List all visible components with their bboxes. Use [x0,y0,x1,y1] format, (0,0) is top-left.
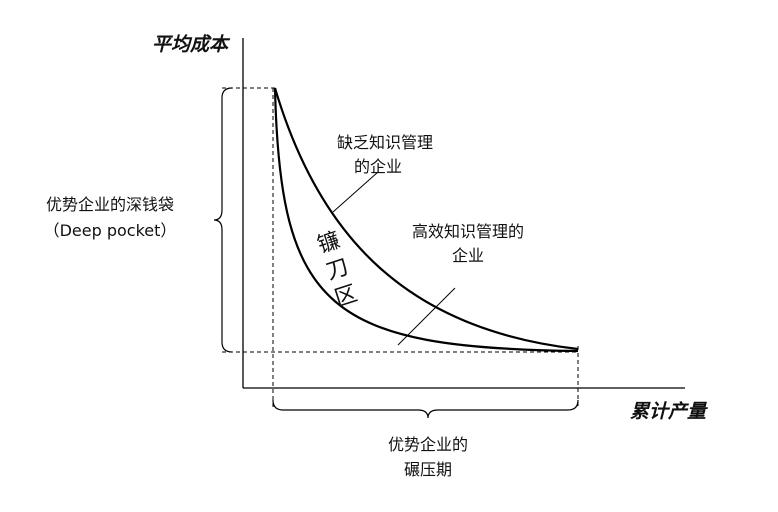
bottom-brace [272,399,579,419]
lower-label: 高效知识管理的企业 [412,222,524,265]
label-line: 企业 [452,246,484,265]
label-line: （Deep pocket） [44,221,177,240]
left-brace [213,87,233,353]
upper-label: 缺乏知识管理的企业 [337,133,433,176]
label-line: 碾压期 [404,460,452,479]
label-line: 缺乏知识管理 [337,133,433,152]
crush-period-label: 优势企业的碾压期 [388,435,468,479]
label-line: 的企业 [354,157,402,176]
lower-curve [273,87,579,353]
pointer [397,287,456,346]
label-line: 优势企业的 [388,435,468,454]
upper-curve [273,87,579,351]
y-axis-title: 平均成本 [152,34,231,56]
deep-pocket-label: 优势企业的深钱袋 （Deep pocket） [44,195,177,240]
pointer [332,171,379,213]
x-axis-title: 累计产量 [630,401,708,423]
label-line: 高效知识管理的 [412,222,524,241]
label-line: 优势企业的深钱袋 [46,195,174,214]
